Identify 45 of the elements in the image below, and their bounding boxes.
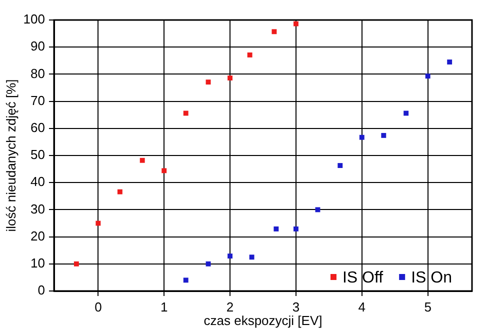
point — [293, 226, 298, 232]
point — [447, 60, 452, 64]
x-tick-label: 4 — [358, 299, 366, 314]
point — [96, 220, 101, 226]
point — [404, 110, 409, 116]
x-tick-label: 2 — [226, 299, 234, 314]
point — [183, 278, 188, 283]
x-axis-title: czas ekspozycji [EV] — [204, 312, 322, 328]
point — [183, 110, 188, 116]
point — [228, 254, 233, 259]
y-tick-label: 0 — [38, 282, 45, 298]
point — [293, 21, 298, 26]
y-tick-label: 30 — [30, 201, 45, 216]
point — [74, 261, 79, 266]
y-tick-label: 100 — [23, 12, 45, 27]
y-tick-label: 60 — [30, 120, 45, 135]
point — [315, 207, 320, 212]
legend-label: IS Off — [342, 269, 384, 286]
y-tick-label: 90 — [30, 38, 45, 54]
point — [206, 80, 211, 85]
y-tick-label: 40 — [30, 174, 45, 190]
point — [247, 52, 252, 58]
y-tick-label: 50 — [30, 147, 45, 162]
point — [272, 29, 277, 34]
point — [359, 134, 364, 140]
point — [249, 254, 254, 260]
point — [117, 189, 122, 194]
y-tick-label: 70 — [30, 92, 45, 108]
x-tick-label: 3 — [292, 299, 300, 314]
y-tick-label: 10 — [30, 255, 45, 270]
point — [206, 261, 211, 266]
x-tick-label: 0 — [94, 299, 102, 314]
point — [338, 163, 343, 168]
point — [228, 76, 233, 80]
legend-label: IS On — [411, 269, 452, 286]
point — [140, 158, 145, 163]
point — [274, 226, 279, 232]
point — [381, 132, 386, 138]
x-tick-label: 1 — [160, 299, 168, 314]
x-tick-label: 5 — [424, 299, 432, 314]
point — [425, 74, 430, 79]
y-tick-label: 80 — [30, 66, 45, 81]
point — [162, 168, 167, 174]
y-tick-label: 20 — [30, 228, 45, 244]
y-axis-title: ilość nieudanych zdjęć [%] — [3, 79, 18, 232]
